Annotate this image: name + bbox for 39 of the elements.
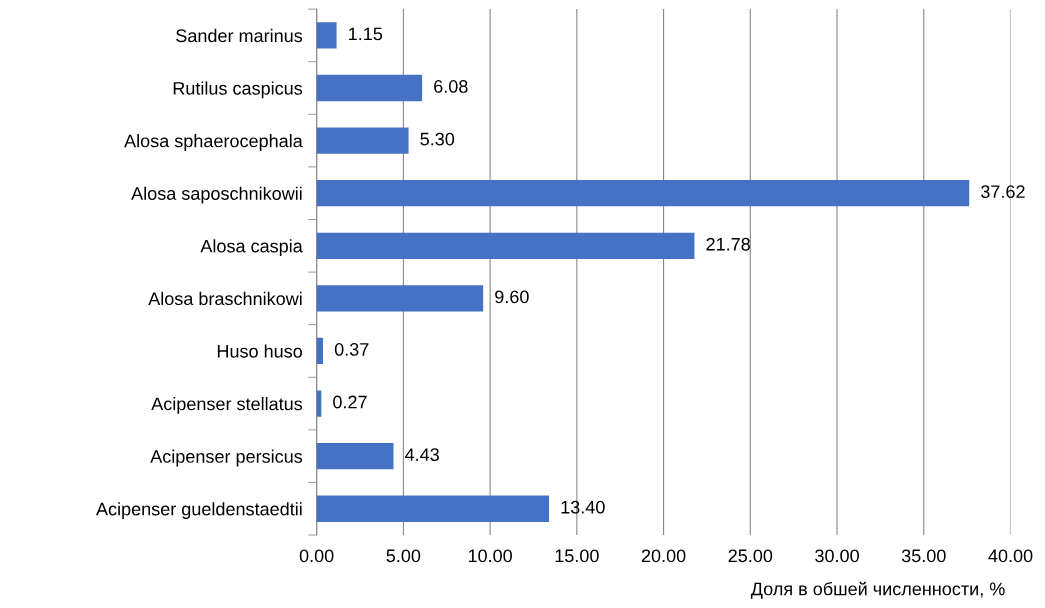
x-tick-label: 30.00: [815, 549, 859, 563]
bar: [316, 180, 970, 207]
y-tick-label: Acipenser gueldenstaedtii: [96, 502, 302, 520]
data-label: 4.43: [405, 448, 439, 461]
y-tick-label: Huso huso: [217, 344, 302, 358]
x-tick-label: 5.00: [386, 549, 421, 563]
bar: [316, 232, 695, 259]
data-label: 13.40: [561, 500, 605, 514]
data-label: 0.37: [334, 343, 369, 356]
bar: [316, 22, 337, 49]
data-label: 37.62: [981, 185, 1025, 199]
bar: [316, 127, 409, 154]
y-tick-label: Acipenser persicus: [150, 449, 303, 467]
y-tick-label: Acipenser stellatus: [151, 397, 303, 414]
data-label: 9.60: [495, 290, 529, 304]
bar: [316, 285, 484, 312]
y-tick-label: Alosa caspia: [200, 239, 303, 257]
data-label: 1.15: [349, 27, 383, 41]
y-tick-label: Alosa sphaerocephala: [124, 134, 303, 151]
bar: [316, 74, 423, 102]
data-label: 0.27: [333, 395, 367, 409]
y-tick-label: Alosa saposchnikowii: [131, 186, 302, 204]
x-tick-label: 0.00: [299, 549, 334, 563]
data-label: 5.30: [420, 132, 455, 146]
x-tick-label: 25.00: [728, 549, 773, 563]
x-tick-label: 20.00: [641, 549, 686, 563]
data-label: 21.78: [706, 237, 750, 251]
y-tick-label: Rutilus caspicus: [173, 81, 303, 99]
x-tick-label: 40.00: [988, 549, 1033, 563]
bar: [316, 337, 324, 365]
bar: [316, 443, 394, 470]
x-tick-label: 10.00: [468, 549, 512, 563]
x-tick-label: 35.00: [901, 549, 946, 563]
x-tick-label: 15.00: [555, 549, 599, 563]
y-tick-label: Alosa braschnikowi: [148, 291, 302, 306]
y-tick-label: Sander marinus: [176, 28, 303, 43]
x-axis-title: Доля в обшей численности, %: [750, 581, 1005, 599]
bar: [316, 495, 550, 522]
data-label: 6.08: [434, 80, 468, 93]
